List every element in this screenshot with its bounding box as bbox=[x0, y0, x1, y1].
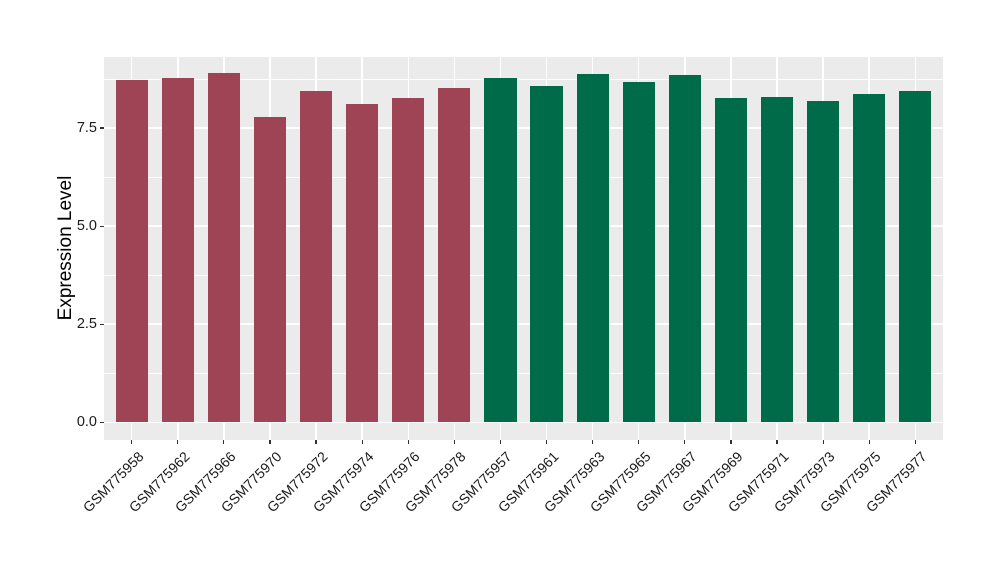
x-tick-mark bbox=[592, 440, 594, 444]
x-tick-mark bbox=[361, 440, 363, 444]
x-tick-mark bbox=[177, 440, 179, 444]
y-tick-mark bbox=[100, 323, 104, 325]
bar-GSM775963 bbox=[576, 73, 609, 423]
y-tick-mark bbox=[100, 225, 104, 227]
x-tick-mark bbox=[499, 440, 502, 444]
x-tick-mark bbox=[730, 440, 732, 444]
gridline-major bbox=[104, 225, 943, 227]
y-tick-mark bbox=[100, 127, 104, 129]
x-tick-mark bbox=[223, 440, 225, 444]
gridline-minor bbox=[104, 274, 943, 276]
y-tick-label: 0.0 bbox=[76, 413, 97, 430]
bar-GSM775957 bbox=[484, 77, 517, 423]
x-tick-mark bbox=[545, 440, 548, 444]
x-tick-mark bbox=[269, 440, 271, 444]
gridline-minor bbox=[104, 78, 943, 80]
gridline-minor bbox=[104, 372, 943, 374]
bar-GSM775961 bbox=[530, 86, 563, 423]
bar-GSM775974 bbox=[346, 104, 379, 423]
x-tick-mark bbox=[315, 440, 317, 444]
y-axis-title: Expression Level bbox=[55, 175, 76, 321]
bar-GSM775966 bbox=[207, 73, 240, 423]
bar-GSM775975 bbox=[853, 93, 886, 423]
x-tick-mark bbox=[822, 440, 824, 444]
x-tick-mark bbox=[638, 440, 640, 444]
bar-GSM775973 bbox=[807, 101, 840, 423]
bar-GSM775972 bbox=[299, 90, 333, 423]
bar-GSM775969 bbox=[714, 97, 748, 423]
gridline-major bbox=[104, 127, 943, 129]
y-tick-mark bbox=[100, 421, 104, 423]
gridline-major bbox=[104, 323, 943, 325]
bar-GSM775962 bbox=[161, 77, 194, 423]
bar-GSM775971 bbox=[760, 96, 794, 423]
bar-GSM775976 bbox=[392, 98, 425, 423]
x-tick-mark bbox=[453, 440, 455, 444]
x-tick-mark bbox=[914, 440, 916, 444]
x-tick-mark bbox=[868, 440, 870, 444]
bar-GSM775977 bbox=[899, 90, 932, 423]
bar-GSM775970 bbox=[253, 116, 287, 423]
y-tick-label: 2.5 bbox=[76, 315, 97, 332]
x-tick-mark bbox=[684, 440, 686, 444]
bar-GSM775967 bbox=[668, 75, 701, 423]
bar-GSM775978 bbox=[438, 88, 471, 423]
plot-panel bbox=[104, 57, 943, 440]
gridline-minor bbox=[104, 176, 943, 178]
bar-GSM775958 bbox=[115, 80, 148, 423]
gridline-major bbox=[104, 421, 943, 424]
y-tick-label: 5.0 bbox=[76, 217, 97, 234]
x-tick-mark bbox=[776, 440, 778, 444]
y-tick-label: 7.5 bbox=[76, 119, 97, 136]
x-tick-mark bbox=[407, 440, 409, 444]
bar-GSM775965 bbox=[622, 82, 655, 423]
x-tick-mark bbox=[131, 440, 133, 444]
